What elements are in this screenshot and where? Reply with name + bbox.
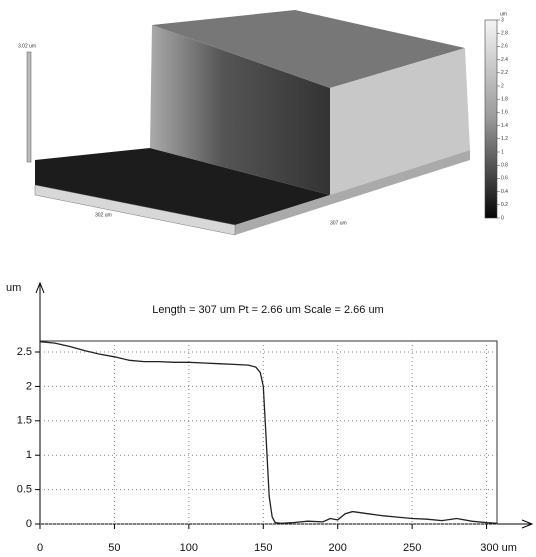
base-right xyxy=(235,150,470,235)
y-tick-label: 2.5 xyxy=(17,346,32,358)
colorbar-tick-label: 0.2 xyxy=(501,202,508,208)
colorbar-tick-label: 0.4 xyxy=(501,189,508,195)
y-axis-label: um xyxy=(6,282,21,294)
profile-line xyxy=(39,341,498,524)
y-tick-label: 0 xyxy=(26,518,32,530)
floor xyxy=(35,148,330,225)
plot-frame xyxy=(39,340,498,525)
axis-label: 307 um xyxy=(330,220,347,226)
y-tick-label: 2 xyxy=(26,380,32,392)
side-face xyxy=(330,48,470,195)
colorbar-tick-label: 1.2 xyxy=(501,136,508,142)
colorbar-tick-label: 0.6 xyxy=(501,176,508,182)
surface-render xyxy=(26,10,498,236)
x-tick-label: 200 xyxy=(329,542,347,554)
colorbar-label: um xyxy=(500,11,507,17)
chart-title: Length = 307 um Pt = 2.66 um Scale = 2.6… xyxy=(152,304,383,316)
step-wall xyxy=(150,25,330,195)
x-tick-label: 250 xyxy=(403,542,421,554)
colorbar-tick-label: 1 xyxy=(501,149,504,155)
height-bar xyxy=(26,51,32,163)
colorbar-tick-label: 2.2 xyxy=(501,70,508,76)
x-arrow xyxy=(521,519,534,529)
x-tick-label: 0 xyxy=(37,542,43,554)
colorbar-tick-label: 1.8 xyxy=(501,97,508,103)
x-tick-label: 150 xyxy=(254,542,272,554)
plateau xyxy=(152,10,465,88)
colorbar-tick-label: 3 xyxy=(501,17,504,23)
y-tick-label: 1 xyxy=(26,449,32,461)
colorbar-tick-label: 2.4 xyxy=(501,57,508,63)
colorbar-tick-label: 2.6 xyxy=(501,44,508,50)
y-tick-label: 1.5 xyxy=(17,415,32,427)
base-front xyxy=(34,184,236,236)
colorbar-tick-label: 1.4 xyxy=(501,123,508,129)
x-tick-label: 100 xyxy=(180,542,198,554)
y-tick-label: 0.5 xyxy=(17,484,32,496)
colorbar-tick-label: 2.8 xyxy=(501,31,508,37)
colorbar-tick-label: 1.6 xyxy=(501,110,508,116)
colorbar-tick-label: 0.8 xyxy=(501,163,508,169)
x-tick-label: 50 xyxy=(108,542,120,554)
axis-label: 3.02 um xyxy=(18,43,36,49)
axis-label: 302 um xyxy=(95,212,112,218)
colorbar-tick-label: 0 xyxy=(501,215,504,221)
y-arrow xyxy=(35,281,45,294)
colorbar xyxy=(484,19,498,219)
x-tick-label: 300 um xyxy=(480,542,517,554)
colorbar-tick-label: 2 xyxy=(501,83,504,89)
